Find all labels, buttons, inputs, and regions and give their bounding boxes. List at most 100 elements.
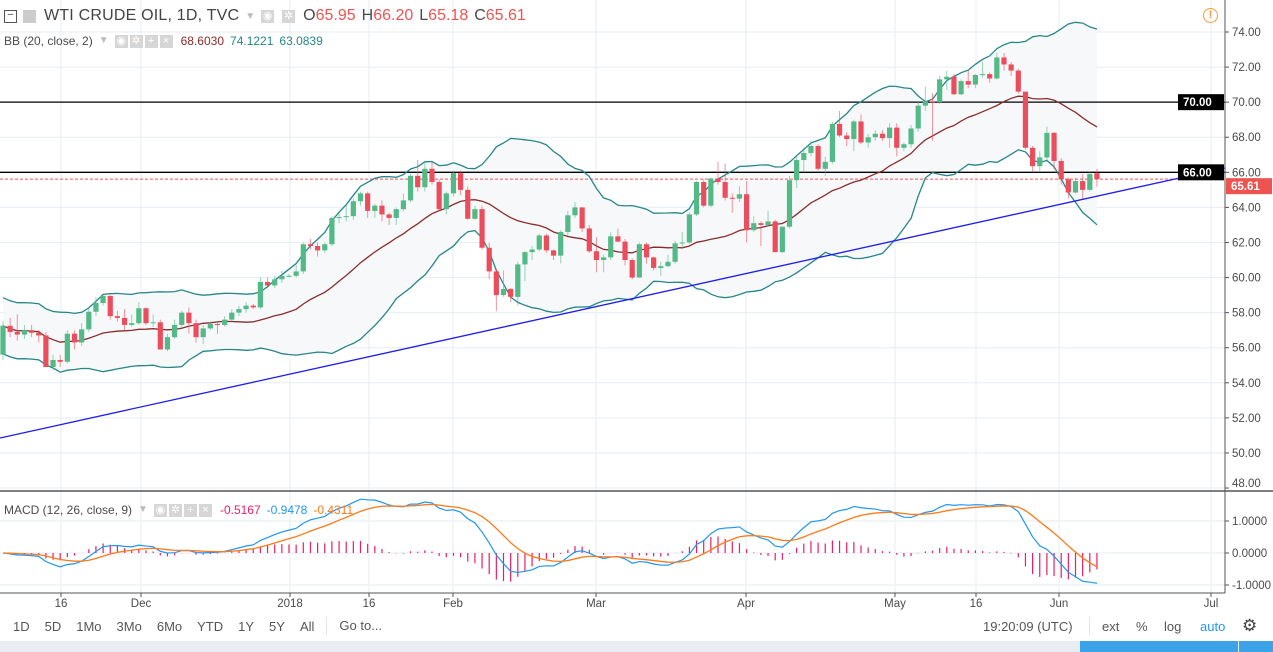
gear-icon[interactable]: ✲	[129, 35, 143, 48]
candle-body	[708, 178, 714, 206]
gear-icon[interactable]: ✲	[282, 9, 296, 23]
range-ytd[interactable]: YTD	[197, 618, 224, 634]
goto-button[interactable]: Go to...	[326, 617, 382, 635]
candle	[794, 156, 800, 189]
candle	[636, 242, 642, 278]
price-label-upper: 70.00	[1183, 97, 1212, 109]
price-tick-label: 62.00	[1232, 237, 1261, 249]
plus-icon[interactable]: +	[144, 35, 158, 48]
candle	[136, 302, 142, 325]
range-5y[interactable]: 5Y	[269, 618, 285, 634]
range-6mo[interactable]: 6Mo	[156, 618, 183, 634]
candle-body	[643, 244, 650, 258]
candle	[64, 330, 70, 364]
close-value: 65.61	[485, 7, 526, 24]
eye-icon[interactable]: ◉	[153, 504, 167, 517]
bb-title[interactable]: BB (20, close, 2)	[4, 33, 93, 48]
panel-tab[interactable]	[1080, 641, 1238, 652]
price-axis[interactable]: 74.00 72.00 70.00 68.00 66.00 64.00 62.00 60.00…	[1225, 27, 1271, 592]
candle	[114, 310, 120, 322]
macd-signal-value: -0.4311	[313, 502, 354, 517]
candle-body	[257, 281, 263, 308]
candle	[629, 258, 635, 280]
candle-body	[150, 322, 156, 324]
candle-body	[629, 260, 635, 278]
candle-body	[543, 235, 549, 251]
symbol-title[interactable]: WTI CRUDE OIL, 1D, TVC	[44, 7, 240, 24]
settings-gear-icon[interactable]: ⚙	[1242, 616, 1258, 635]
candle-body	[951, 76, 957, 95]
trendline[interactable]	[0, 167, 1226, 439]
candle	[1008, 61, 1014, 76]
eye-icon[interactable]: ◉	[261, 9, 275, 23]
chevron-down-icon[interactable]: ▼	[98, 35, 109, 46]
range-5d[interactable]: 5D	[44, 618, 62, 634]
candle	[836, 110, 843, 138]
gear-icon[interactable]: ✲	[168, 504, 182, 517]
candle-body	[536, 235, 542, 250]
candle-body	[214, 324, 221, 326]
close-icon[interactable]: ×	[159, 35, 173, 48]
macd-title[interactable]: MACD (12, 26, close, 9)	[4, 502, 133, 517]
range-1mo[interactable]: 1Mo	[76, 618, 102, 634]
bb-legend: BB (20, close, 2) ▼ ◉ ✲ + × 68.6030 74.1221…	[4, 33, 323, 48]
candle-body	[894, 127, 900, 148]
panel-tab[interactable]	[1239, 641, 1273, 652]
candle-body	[207, 324, 213, 329]
candle-body	[293, 271, 299, 276]
auto-toggle[interactable]: auto	[1200, 618, 1226, 634]
macd-hist-value: -0.5167	[219, 502, 261, 517]
candle	[286, 274, 292, 278]
log-toggle[interactable]: log	[1164, 618, 1182, 634]
candle-body	[7, 325, 13, 332]
candle-body	[307, 244, 314, 246]
candle	[443, 191, 449, 215]
candle	[822, 156, 828, 176]
price-chart[interactable]: 74.00 72.00 70.00 68.00 66.00 64.00 62.00 60.00…	[0, 0, 1273, 612]
close-icon[interactable]: ×	[198, 504, 212, 517]
candle-body	[944, 76, 950, 80]
candle	[379, 200, 385, 222]
candle-body	[636, 244, 642, 278]
range-3mo[interactable]: 3Mo	[116, 618, 142, 634]
candle	[515, 261, 521, 306]
time-tick-label: Dec	[131, 598, 152, 610]
candle	[715, 161, 721, 185]
range-1y[interactable]: 1Y	[238, 618, 255, 634]
candle	[465, 186, 471, 220]
candle	[872, 130, 878, 141]
price-tick-label: 60.00	[1232, 273, 1261, 285]
time-axis[interactable]: 16 Dec 2018 16 Feb Mar Apr May 16 Jun Jul	[55, 593, 1219, 610]
candle-body	[472, 209, 478, 219]
clock[interactable]: 19:20:09 (UTC)	[983, 618, 1073, 634]
percent-toggle[interactable]: %	[1136, 618, 1148, 634]
price-label-box	[1178, 164, 1224, 181]
plus-icon[interactable]: +	[183, 504, 197, 517]
candle-body	[121, 317, 128, 325]
candle-body	[1044, 132, 1050, 158]
candle	[493, 268, 499, 311]
candle	[93, 296, 99, 317]
collapse-icon[interactable]: −	[4, 9, 17, 23]
candle	[865, 133, 871, 148]
candle	[908, 124, 914, 148]
candle-body	[615, 236, 621, 242]
candle-body	[672, 243, 678, 262]
horizontal-levels[interactable]	[0, 101, 1225, 180]
candle-body	[565, 215, 571, 232]
warning-icon[interactable]: !	[1203, 8, 1218, 23]
candle-body	[693, 181, 700, 215]
candle-body	[550, 250, 557, 256]
chevron-down-icon[interactable]: ▼	[138, 504, 148, 515]
range-all[interactable]: All	[299, 618, 315, 634]
ext-toggle[interactable]: ext	[1102, 618, 1120, 634]
price-label-lower: 66.00	[1183, 167, 1212, 179]
eye-icon[interactable]: ◉	[114, 35, 128, 48]
candle	[150, 314, 156, 327]
candle-body	[686, 214, 692, 243]
range-1d[interactable]: 1D	[13, 618, 30, 634]
chevron-down-icon[interactable]: ▼	[245, 10, 256, 22]
candle	[622, 238, 628, 266]
candle	[729, 193, 735, 213]
candle	[508, 288, 514, 303]
